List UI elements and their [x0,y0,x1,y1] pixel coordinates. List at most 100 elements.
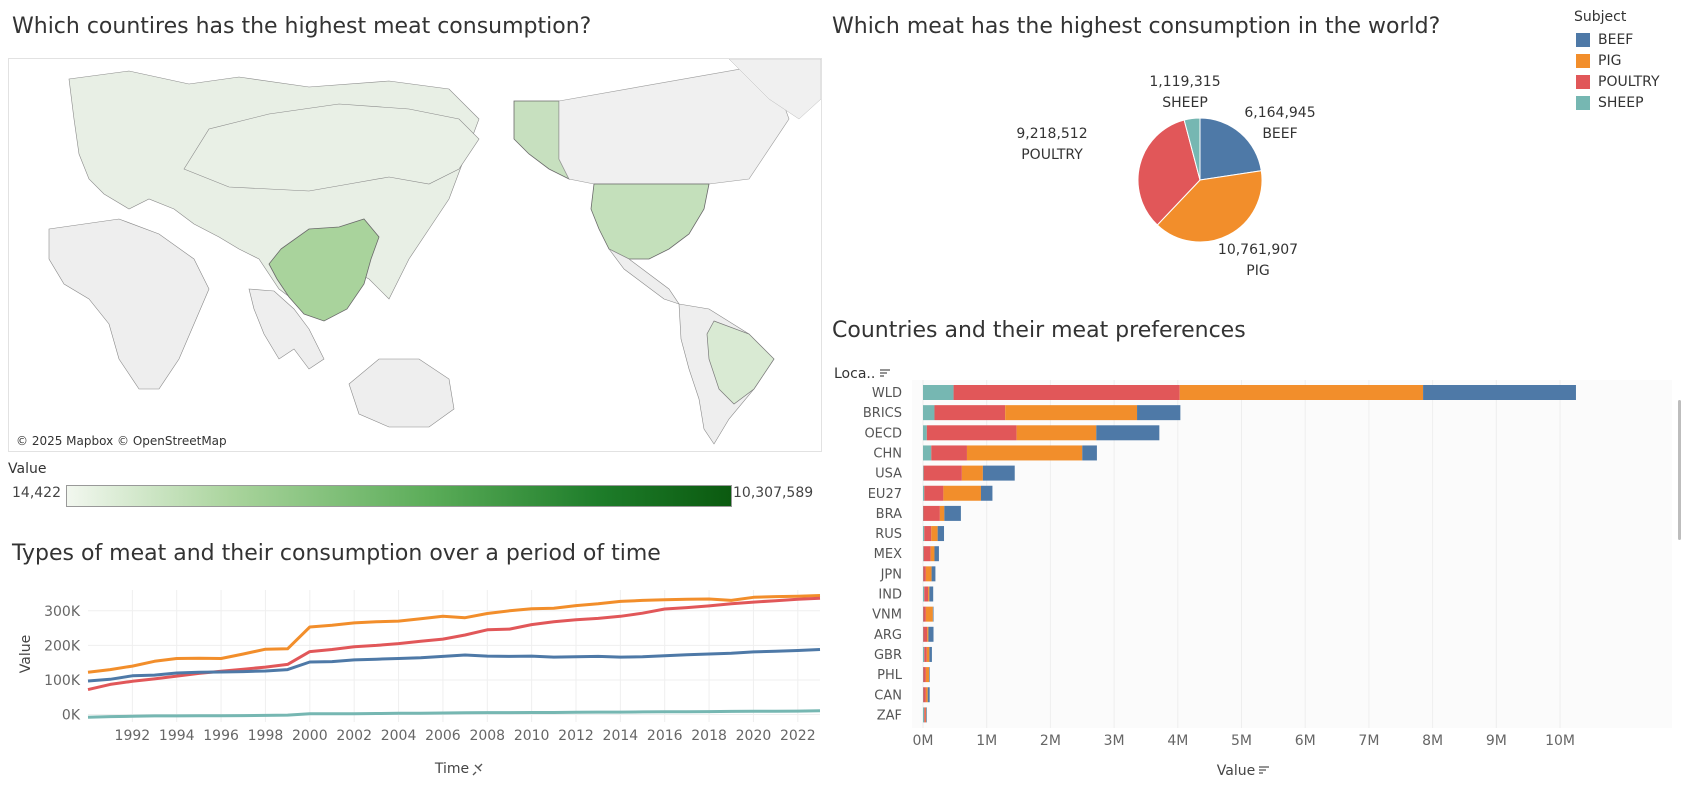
bar-segment-gbr-beef[interactable] [929,646,932,662]
bar-x-axis-label: Value [1217,763,1255,779]
bar-segment-chn-beef[interactable] [1082,445,1097,461]
bar-segment-jpn-poultry[interactable] [923,566,926,582]
bar-segment-vnm-sheep[interactable] [923,606,924,622]
map-usa[interactable] [590,183,710,260]
bar-segment-bra-sheep[interactable] [923,505,924,521]
bar-segment-wld-pig[interactable] [1179,385,1424,400]
bar-segment-arg-pig[interactable] [927,626,929,642]
bar-segment-ind-sheep[interactable] [923,586,925,602]
subject-legend: Subject BEEF PIG POULTRY SHEEP [1574,9,1660,113]
bar-segment-arg-beef[interactable] [928,626,934,642]
bar-segment-rus-sheep[interactable] [923,526,925,542]
line-series-pig[interactable] [87,594,821,674]
bar-segment-eu27-beef[interactable] [980,485,993,501]
bar-segment-can-sheep[interactable] [923,687,924,703]
bar-segment-gbr-sheep[interactable] [923,646,925,662]
bar-segment-usa-pig[interactable] [961,465,983,481]
bar-segment-oecd-beef[interactable] [1096,425,1160,441]
line-series-beef[interactable] [87,648,821,683]
bar-segment-bra-poultry[interactable] [923,505,940,521]
map-south-asia[interactable] [248,288,325,370]
bar-segment-can-poultry[interactable] [923,687,926,703]
bar-segment-phl-sheep[interactable] [923,667,924,683]
line-series-sheep[interactable] [87,709,821,719]
bar-segment-wld-beef[interactable] [1423,385,1576,400]
bar-segment-vnm-poultry[interactable] [923,606,926,622]
bar-segment-ind-pig[interactable] [928,586,930,602]
bar-segment-vnm-pig[interactable] [925,606,933,622]
bar-segment-mex-pig[interactable] [930,546,935,562]
line-x-tick-label: 1998 [248,728,284,744]
bar-scrollbar[interactable] [1678,400,1681,540]
bar-segment-jpn-beef[interactable] [931,566,936,582]
map-africa[interactable] [48,218,210,390]
map-brazil[interactable] [706,320,775,405]
world-map[interactable]: © 2025 Mapbox © OpenStreetMap [8,58,822,452]
bar-segment-arg-sheep[interactable] [923,626,924,642]
legend-item-poultry[interactable]: POULTRY [1574,71,1660,92]
bar-segment-jpn-sheep[interactable] [923,566,924,582]
bar-segment-mex-poultry[interactable] [923,546,931,562]
legend-item-pig[interactable]: PIG [1574,50,1660,71]
map-russia[interactable] [183,103,480,192]
legend-swatch [1576,53,1590,68]
map-china[interactable] [268,218,380,322]
bar-segment-wld-sheep[interactable] [923,385,954,400]
bar-segment-bra-pig[interactable] [939,505,945,521]
pie-slice-poultry[interactable] [1137,119,1201,226]
bar-segment-chn-poultry[interactable] [931,445,967,461]
map-australia[interactable] [348,358,455,428]
bar-segment-brics-beef[interactable] [1137,405,1181,421]
pie-slice-beef[interactable] [1199,117,1262,181]
bar-segment-eu27-poultry[interactable] [924,485,944,501]
bar-segment-gbr-poultry[interactable] [924,646,927,662]
bar-segment-zaf-sheep[interactable] [923,707,925,723]
bar-segment-usa-sheep[interactable] [923,465,924,481]
bar-segment-brics-poultry[interactable] [934,405,1006,421]
bar-segment-rus-beef[interactable] [937,526,945,542]
bar-segment-brics-sheep[interactable] [923,405,935,421]
bar-segment-zaf-poultry[interactable] [924,707,926,723]
pie-slice-pig[interactable] [1156,170,1263,243]
bar-segment-chn-pig[interactable] [966,445,1083,461]
bar-segment-arg-poultry[interactable] [923,626,928,642]
bar-segment-zaf-pig[interactable] [925,707,927,723]
bar-segment-gbr-pig[interactable] [926,646,930,662]
line-y-tick-label: 200K [44,638,81,654]
color-legend-label: Value [8,461,47,477]
pie-slice-sheep[interactable] [1183,117,1201,181]
bar-segment-mex-sheep[interactable] [923,546,924,562]
bar-segment-rus-pig[interactable] [931,526,938,542]
legend-item-sheep[interactable]: SHEEP [1574,92,1660,113]
map-greenland[interactable] [728,59,821,120]
pie-value-label: 1,119,315 [1149,74,1220,90]
bar-segment-ind-beef[interactable] [929,586,934,602]
bar-segment-can-beef[interactable] [927,687,930,703]
line-x-tick-label: 2008 [469,728,505,744]
legend-item-beef[interactable]: BEEF [1574,29,1660,50]
bar-segment-mex-beef[interactable] [934,546,939,562]
bar-segment-rus-poultry[interactable] [924,526,932,542]
bar-segment-oecd-sheep[interactable] [923,425,927,441]
bar-segment-bra-beef[interactable] [944,505,961,521]
bar-segment-eu27-sheep[interactable] [923,485,925,501]
bar-segment-usa-poultry[interactable] [923,465,962,481]
bar-segment-ind-poultry[interactable] [924,586,929,602]
bar-category-label: ARG [874,628,902,643]
bar-segment-can-pig[interactable] [925,687,928,703]
bar-segment-chn-sheep[interactable] [923,445,932,461]
bar-segment-brics-pig[interactable] [1005,405,1138,421]
line-series-poultry[interactable] [87,596,821,692]
bar-segment-wld-poultry[interactable] [953,385,1180,400]
bar-segment-oecd-pig[interactable] [1016,425,1097,441]
bar-segment-phl-poultry[interactable] [923,667,926,683]
bar-segment-usa-beef[interactable] [982,465,1015,481]
bar-segment-eu27-pig[interactable] [943,485,981,501]
bar-segment-vnm-beef[interactable] [932,606,934,622]
bar-segment-phl-beef[interactable] [929,667,930,683]
bar-segment-jpn-pig[interactable] [925,566,932,582]
bar-segment-oecd-poultry[interactable] [926,425,1017,441]
bar-category-label: CHN [873,446,902,461]
bar-segment-zaf-beef[interactable] [926,707,927,723]
bar-segment-phl-pig[interactable] [925,667,930,683]
